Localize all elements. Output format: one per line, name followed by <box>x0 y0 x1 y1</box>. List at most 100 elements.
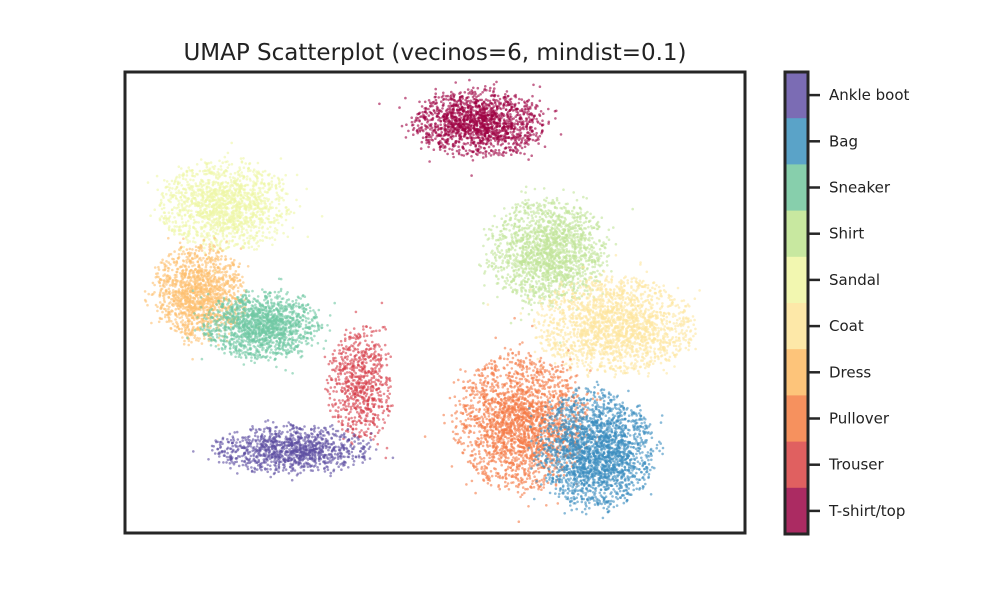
scatter-point <box>227 182 230 185</box>
scatter-point <box>193 227 196 230</box>
scatter-point <box>500 134 503 137</box>
scatter-point <box>209 229 212 232</box>
scatter-point <box>457 140 460 143</box>
scatter-point <box>220 183 223 186</box>
scatter-point <box>428 114 431 117</box>
scatter-point <box>485 117 488 120</box>
scatter-point <box>505 104 508 107</box>
scatter-point <box>236 195 239 198</box>
scatter-point <box>153 284 156 287</box>
scatter-point <box>169 201 172 204</box>
scatter-point <box>181 279 184 282</box>
scatter-point <box>487 136 490 139</box>
scatter-point <box>167 267 170 270</box>
scatter-point <box>230 142 233 145</box>
scatter-point <box>518 102 521 105</box>
scatter-point <box>259 195 262 198</box>
scatter-point <box>222 293 225 296</box>
scatter-point <box>209 187 212 190</box>
scatter-point <box>475 132 478 135</box>
scatter-point <box>426 134 429 137</box>
scatter-point <box>187 220 190 223</box>
scatter-point <box>279 185 282 188</box>
scatter-point <box>419 116 422 119</box>
scatter-point <box>232 184 235 187</box>
scatter-point <box>278 195 281 198</box>
scatter-point <box>247 196 250 199</box>
scatter-point <box>178 229 181 232</box>
scatter-point <box>426 112 429 115</box>
scatter-point <box>418 101 421 104</box>
scatter-point <box>438 109 441 112</box>
scatter-point <box>163 308 166 311</box>
scatter-point <box>479 151 482 154</box>
scatter-point <box>168 211 171 214</box>
scatter-point <box>215 193 218 196</box>
scatter-point <box>197 340 200 343</box>
scatter-point <box>458 123 461 126</box>
scatter-point <box>229 201 232 204</box>
scatter-point <box>164 266 167 269</box>
scatter-point <box>162 295 165 298</box>
scatter-point <box>461 109 464 112</box>
scatter-point <box>206 169 209 172</box>
scatter-point <box>512 131 515 134</box>
scatter-point <box>266 227 269 230</box>
scatter-point <box>196 300 199 303</box>
scatter-point <box>285 206 288 209</box>
scatter-point <box>212 249 215 252</box>
scatter-point <box>465 150 468 153</box>
scatter-point <box>483 112 486 115</box>
scatter-point <box>241 276 244 279</box>
scatter-point <box>162 303 165 306</box>
scatter-point <box>541 119 544 122</box>
scatter-point <box>458 114 461 117</box>
scatter-point <box>208 234 211 237</box>
scatter-point <box>205 162 208 165</box>
scatter-point <box>219 263 222 266</box>
scatter-point <box>439 140 442 143</box>
scatter-point <box>153 208 156 211</box>
scatter-point <box>214 165 217 168</box>
scatter-point <box>493 87 496 90</box>
scatter-point <box>535 134 538 137</box>
scatter-point <box>253 226 256 229</box>
scatter-point <box>238 273 241 276</box>
scatter-point <box>240 225 243 228</box>
scatter-point <box>170 327 173 330</box>
scatter-point <box>176 176 179 179</box>
scatter-point <box>498 152 501 155</box>
scatter-point <box>208 179 211 182</box>
scatter-point <box>424 124 427 127</box>
scatter-point <box>459 112 462 115</box>
scatter-point <box>523 153 526 156</box>
scatter-point <box>157 266 160 269</box>
scatter-point <box>469 129 472 132</box>
scatter-point <box>478 104 481 107</box>
scatter-point <box>238 262 241 265</box>
scatter-point <box>250 219 253 222</box>
scatter-point <box>173 261 176 264</box>
scatter-point <box>240 194 243 197</box>
scatter-point <box>278 179 281 182</box>
scatter-point <box>175 313 178 316</box>
scatter-point <box>186 296 189 299</box>
scatter-point <box>165 283 168 286</box>
scatter-point <box>261 193 264 196</box>
scatter-point <box>177 257 180 260</box>
scatter-point <box>169 301 172 304</box>
scatter-point <box>213 180 216 183</box>
scatter-point <box>222 227 225 230</box>
scatter-point <box>200 232 203 235</box>
scatter-point <box>232 210 235 213</box>
scatter-point <box>206 205 209 208</box>
scatter-point <box>183 340 186 343</box>
scatter-point <box>519 145 522 148</box>
scatter-point <box>479 122 482 125</box>
scatter-point <box>281 197 284 200</box>
scatter-point <box>196 276 199 279</box>
scatter-point <box>237 287 240 290</box>
scatter-point <box>518 135 521 138</box>
scatter-point <box>193 336 196 339</box>
scatter-point <box>463 123 466 126</box>
